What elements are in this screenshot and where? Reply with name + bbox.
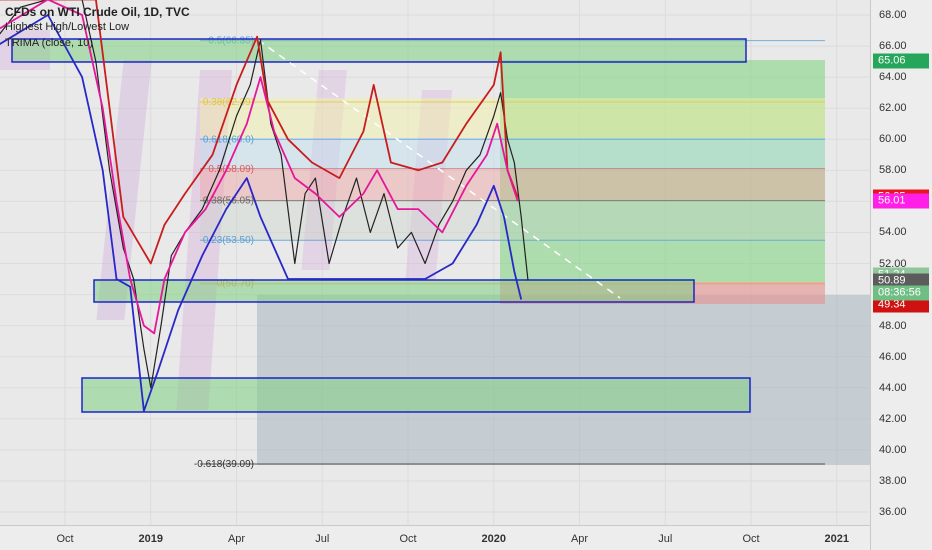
supply-zone-box-top[interactable] (11, 38, 747, 63)
y-tick-label: 48.00 (879, 319, 907, 332)
y-tick-label: 44.00 (879, 381, 907, 394)
x-tick-label: Apr (227, 533, 246, 545)
fib-level-label: 0.23(53.50) (203, 235, 254, 246)
series-line-highest-high[interactable] (0, 0, 519, 265)
demand-zone-box-low[interactable] (81, 377, 751, 413)
price-tag: 56.01 (873, 193, 929, 209)
y-tick-label: 54.00 (879, 226, 907, 239)
x-tick-label: Oct (742, 533, 760, 545)
fib-level-label: -0.618(39.09) (194, 459, 254, 470)
x-tick-label: 2019 (138, 533, 163, 545)
trend-projection-dashed[interactable] (257, 39, 621, 299)
y-tick-label: 46.00 (879, 350, 907, 363)
y-tick-label: 42.00 (879, 412, 907, 425)
y-tick-label: 58.00 (879, 164, 907, 177)
y-tick-label: 60.00 (879, 133, 907, 146)
chart-svg[interactable]: 0.5(66.35)0.38(62.39)0.618(60.0)0.5(58.0… (0, 0, 870, 525)
x-tick-label: Oct (56, 533, 74, 545)
pattern-band-5 (405, 90, 453, 280)
x-tick-label: 2020 (481, 533, 506, 545)
series-line-lowest-low[interactable] (0, 14, 523, 412)
y-tick-label: 66.00 (879, 40, 907, 53)
y-tick-label: 64.00 (879, 71, 907, 84)
legend-indicator-hhll[interactable]: Highest High/Lowest Low (5, 21, 130, 33)
target-green-zone (500, 60, 825, 282)
price-tag: 49.34 (873, 297, 929, 313)
fib-level-label: 0.38(62.39) (203, 97, 254, 108)
y-tick-label: 40.00 (879, 443, 907, 456)
x-tick-label: Jul (658, 533, 673, 545)
price-tag: 50.89 (873, 273, 929, 289)
series-line-cfds-on-wti-crude-oil[interactable] (0, 0, 529, 389)
legend-indicator-trima[interactable]: TRIMA (close, 10) (5, 37, 94, 49)
fib-band-blue (200, 138, 825, 170)
y-tick-label: 68.00 (879, 9, 907, 21)
fib-level-label: 0.5(58.09) (208, 164, 254, 175)
legend-title: CFDs on WTI Crude Oil, 1D, TVC (5, 5, 190, 19)
fib-band-yellow (200, 98, 825, 138)
time-axis[interactable]: Oct 2019 Apr Jul Oct 2020 Apr Jul Oct 2021 (0, 525, 870, 550)
fib-level-label: 0.38(56.05) (203, 196, 254, 207)
y-tick-label: 38.00 (879, 474, 907, 487)
pattern-band-2 (96, 60, 152, 320)
price-tag: 65.06 (873, 53, 929, 69)
x-tick-label: Apr (570, 533, 589, 545)
x-tick-label: 2021 (824, 533, 849, 545)
y-tick-label: 52.00 (879, 257, 907, 270)
y-tick-label: 62.00 (879, 102, 907, 115)
x-tick-label: Oct (399, 533, 417, 545)
bar-countdown-tag: 08:36:56 (873, 285, 929, 301)
y-tick-label: 36.00 (879, 506, 907, 518)
price-axis[interactable]: 36.0038.0040.0042.0044.0046.0048.0050.00… (870, 0, 932, 550)
x-tick-label: Jul (315, 533, 330, 545)
series-line-trima-close-10[interactable] (0, 0, 519, 335)
plot-area[interactable]: 0.5(66.35)0.38(62.39)0.618(60.0)0.5(58.0… (0, 0, 870, 525)
support-zone-box-mid[interactable] (93, 279, 695, 303)
